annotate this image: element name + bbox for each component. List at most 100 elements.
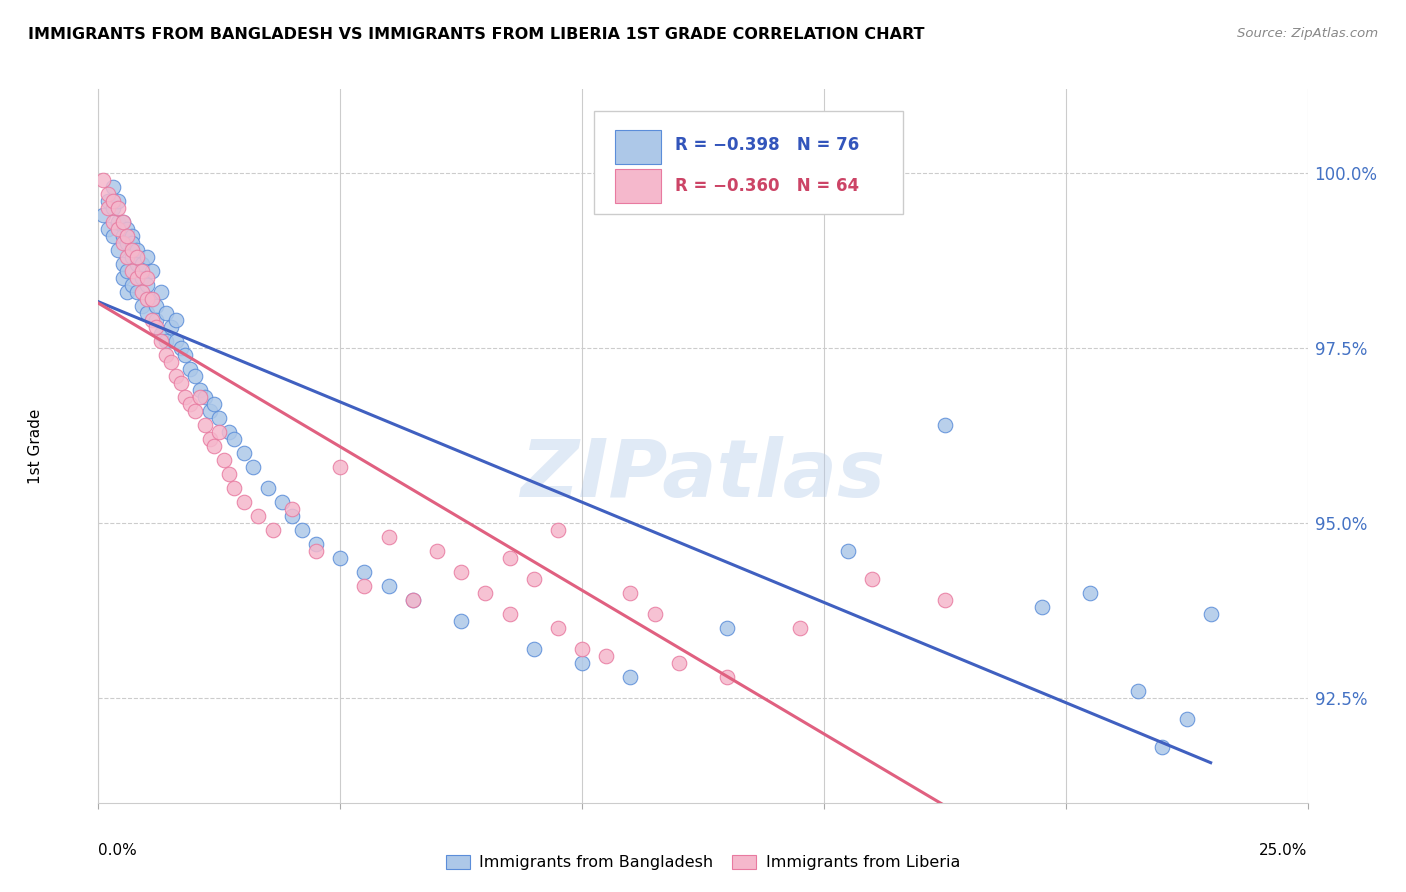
Point (121, 264, 143, 278)
Point (131, 257, 153, 271)
Point (169, 376, 191, 390)
Point (91, 173, 114, 187)
Point (232, 495, 254, 509)
Text: R = −0.360   N = 64: R = −0.360 N = 64 (675, 177, 859, 194)
Point (141, 264, 163, 278)
Point (498, 607, 520, 621)
Point (247, 508, 270, 523)
Point (117, 264, 139, 278)
Point (111, 215, 134, 229)
Point (174, 390, 197, 404)
Point (426, 544, 449, 558)
Point (934, 417, 956, 432)
Point (135, 278, 157, 293)
Point (179, 362, 201, 376)
Point (131, 271, 153, 285)
Point (934, 593, 956, 607)
Point (198, 404, 221, 418)
Point (145, 313, 167, 327)
Point (204, 439, 226, 453)
Point (281, 502, 304, 516)
Point (117, 236, 139, 251)
Legend: Immigrants from Bangladesh, Immigrants from Liberia: Immigrants from Bangladesh, Immigrants f… (439, 849, 967, 877)
Point (131, 299, 153, 313)
Point (127, 250, 149, 264)
Point (290, 523, 312, 537)
Point (198, 432, 221, 446)
Point (121, 236, 143, 251)
FancyBboxPatch shape (614, 130, 661, 164)
Text: IMMIGRANTS FROM BANGLADESH VS IMMIGRANTS FROM LIBERIA 1ST GRADE CORRELATION CHAR: IMMIGRANTS FROM BANGLADESH VS IMMIGRANTS… (28, 27, 925, 42)
Point (474, 586, 496, 600)
Point (97, 194, 120, 208)
Point (101, 201, 124, 215)
Point (141, 292, 163, 306)
Point (232, 446, 254, 460)
Point (329, 460, 352, 475)
Point (208, 425, 231, 439)
Point (107, 243, 129, 257)
Point (117, 250, 139, 264)
Point (131, 285, 153, 299)
Point (135, 271, 157, 285)
Point (155, 334, 177, 348)
Point (101, 194, 124, 208)
Point (160, 320, 183, 334)
Point (222, 432, 245, 446)
Point (101, 215, 124, 229)
Point (194, 417, 217, 432)
Text: R = −0.398   N = 76: R = −0.398 N = 76 (675, 136, 859, 153)
Point (135, 292, 157, 306)
Point (150, 334, 173, 348)
Point (121, 229, 143, 244)
Point (121, 278, 143, 293)
Point (571, 656, 593, 670)
Point (595, 648, 617, 663)
FancyBboxPatch shape (595, 111, 903, 214)
Point (262, 523, 284, 537)
Point (141, 292, 163, 306)
Point (97, 201, 120, 215)
Point (1031, 599, 1053, 614)
Point (111, 257, 134, 271)
Point (150, 285, 173, 299)
Point (716, 670, 738, 684)
Point (184, 369, 207, 384)
Point (1152, 739, 1174, 754)
Point (450, 614, 472, 628)
Point (107, 215, 129, 229)
Point (837, 544, 859, 558)
Point (155, 306, 177, 320)
Point (127, 271, 149, 285)
Point (547, 523, 569, 537)
Point (789, 621, 811, 635)
Point (860, 572, 883, 586)
Point (165, 369, 187, 384)
Point (107, 194, 129, 208)
Text: Source: ZipAtlas.com: Source: ZipAtlas.com (1237, 27, 1378, 40)
Point (218, 467, 240, 481)
Point (498, 550, 520, 565)
Point (155, 348, 177, 362)
Point (1078, 586, 1101, 600)
Point (150, 327, 173, 342)
Point (305, 537, 328, 551)
Point (111, 236, 134, 251)
Point (101, 180, 124, 194)
Point (281, 508, 304, 523)
Point (1199, 607, 1222, 621)
Point (121, 243, 143, 257)
Point (329, 550, 352, 565)
Point (135, 306, 157, 320)
Point (141, 313, 163, 327)
Point (271, 495, 294, 509)
Point (188, 390, 211, 404)
Point (668, 656, 690, 670)
Point (523, 572, 546, 586)
Point (256, 481, 278, 495)
FancyBboxPatch shape (614, 169, 661, 203)
Point (135, 250, 157, 264)
Point (547, 621, 569, 635)
Point (145, 299, 167, 313)
Point (204, 397, 226, 411)
